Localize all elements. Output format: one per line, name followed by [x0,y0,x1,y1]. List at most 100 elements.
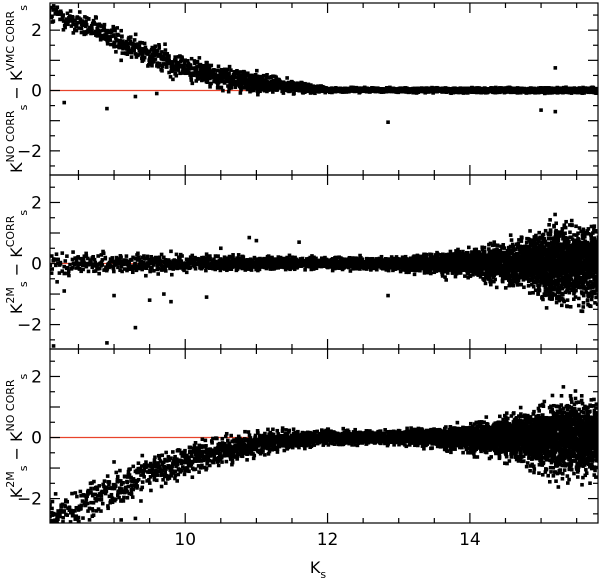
data-point [109,265,114,269]
data-point [125,52,130,56]
data-point [283,267,288,272]
data-point [141,53,145,58]
data-point [105,38,109,43]
data-point [180,56,184,61]
data-point [180,69,185,74]
data-point [127,260,131,265]
data-point [167,56,171,60]
data-point [200,255,204,260]
data-point [84,22,89,27]
data-point [150,47,155,52]
data-point [112,269,116,274]
data-point [195,59,200,64]
data-point [334,257,339,262]
data-point [172,64,176,68]
data-point [80,23,85,27]
data-point [234,262,238,267]
data-point [245,85,249,90]
data-point [61,19,66,23]
data-point [167,258,171,263]
data-point [111,266,116,271]
data-point [142,254,146,258]
data-point [95,262,100,267]
data-point [71,31,76,35]
data-point [74,266,79,270]
data-point [213,73,218,77]
data-point [97,266,102,271]
data-point [142,262,146,266]
data-point [146,264,150,268]
data-point [192,59,197,63]
data-point [95,267,100,271]
data-point [63,259,68,263]
data-point [144,273,148,278]
data-point [300,256,305,261]
data-point [181,64,186,68]
data-point [245,263,249,268]
data-point [136,266,140,271]
data-point [238,260,242,265]
data-point [95,31,99,35]
data-point [266,254,271,258]
data-point [99,253,104,257]
data-point [64,17,68,21]
outlier-point [553,109,558,114]
data-point [292,267,297,272]
data-point [67,273,71,278]
data-point [115,26,120,30]
data-point [185,266,190,270]
data-point [150,45,155,50]
data-point [348,269,353,273]
data-point [150,265,154,270]
outlier-point [133,94,138,99]
data-point [204,252,209,256]
data-point [192,259,197,264]
outlier-point [62,100,67,105]
data-point [182,268,186,273]
data-point [229,267,234,271]
outlier-point [154,91,159,96]
data-point [309,267,314,272]
data-point [98,23,103,28]
data-point [75,262,79,266]
data-point [173,55,177,59]
data-point [233,85,238,90]
data-point [119,28,123,33]
data-point [187,261,192,266]
data-point [256,90,261,94]
data-point [83,15,87,19]
data-point [229,68,233,72]
data-point [235,260,240,264]
data-point [259,87,264,92]
data-point [271,90,275,94]
data-point [175,62,180,67]
data-point [218,268,223,273]
data-point [53,11,58,16]
data-point [160,50,164,54]
data-point [97,33,102,38]
data-point [184,270,189,275]
data-point [202,69,207,73]
data-point [119,255,123,259]
data-point [114,44,119,49]
data-point [104,34,109,38]
data-point [132,38,137,42]
outlier-point [386,120,390,124]
data-point [148,257,153,262]
data-point [61,27,66,32]
data-point [91,18,96,23]
data-point [176,255,181,259]
data-point [291,265,296,269]
data-point [142,49,146,54]
data-point [171,77,175,82]
data-point [278,255,283,260]
data-point [172,258,177,262]
data-point [111,33,116,37]
data-point [71,15,75,20]
data-point [123,260,128,264]
data-point [137,257,142,262]
data-point [71,250,75,254]
data-point [169,63,174,68]
data-point [287,258,291,262]
